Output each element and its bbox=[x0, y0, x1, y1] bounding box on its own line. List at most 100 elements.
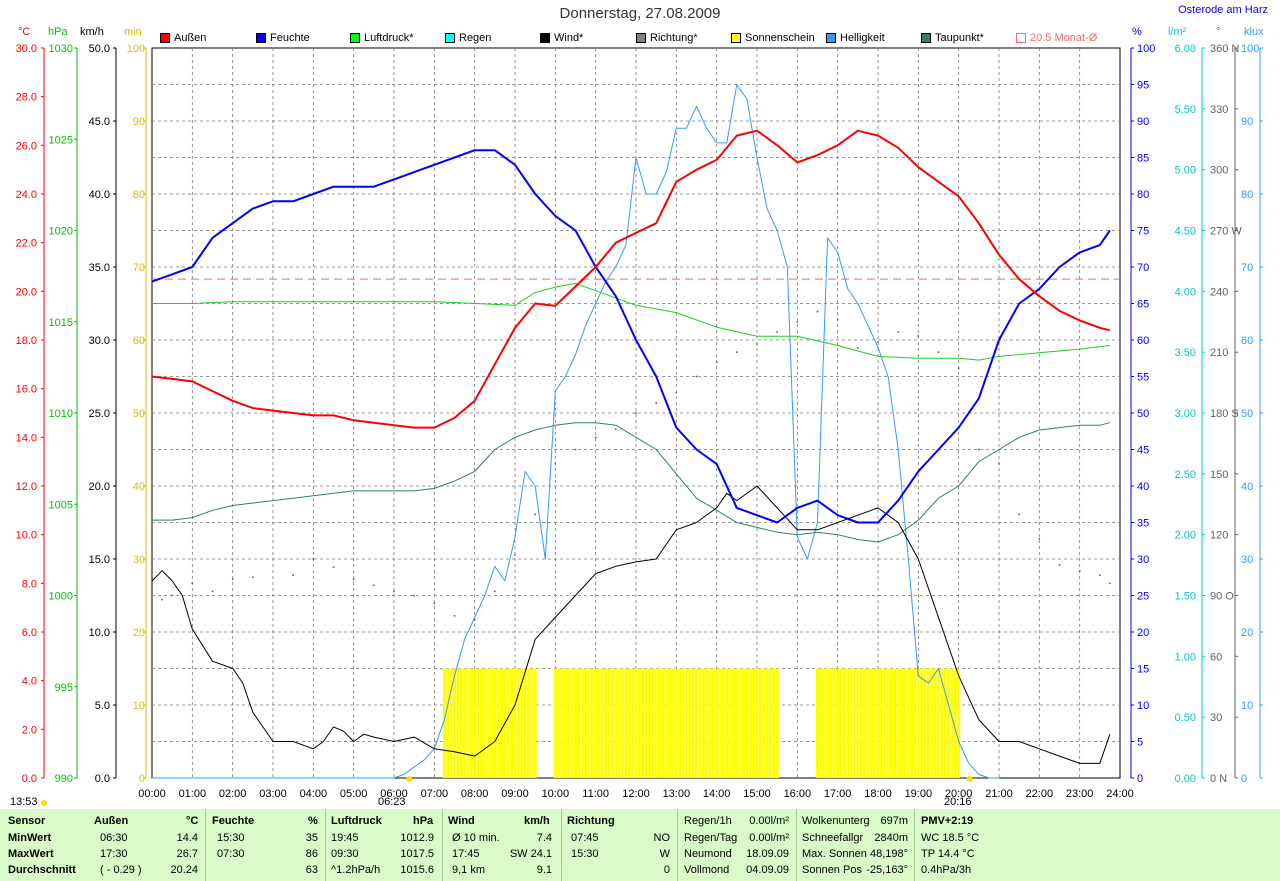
sunshine-bar bbox=[600, 668, 604, 778]
legend-item: Wind* bbox=[540, 31, 583, 45]
luftdruck-time: 19:45 bbox=[331, 832, 359, 844]
x-tick-label: 15:00 bbox=[743, 788, 771, 800]
direction-axis-tick-label: 90 O bbox=[1210, 591, 1234, 603]
rain-stat-label: Neumond bbox=[684, 848, 732, 860]
x-tick-label: 07:00 bbox=[421, 788, 449, 800]
sun-axis-tick-label: 10 bbox=[133, 700, 145, 712]
cloud-stat-value: -25,163° bbox=[866, 864, 908, 876]
direction-point bbox=[796, 320, 799, 323]
sunshine-bar bbox=[698, 668, 702, 778]
direction-point bbox=[393, 590, 395, 593]
feuchte-value: 86 bbox=[305, 848, 318, 860]
sunshine-bar bbox=[570, 668, 574, 778]
direction-axis-tick-label: 150 bbox=[1210, 469, 1228, 481]
direction-point bbox=[473, 619, 476, 621]
sunshine-bar bbox=[755, 668, 759, 778]
direction-axis-tick-label: 240 bbox=[1210, 286, 1228, 298]
sunshine-bar bbox=[610, 668, 614, 778]
sunshine-bar bbox=[943, 668, 947, 778]
sunshine-bar bbox=[658, 668, 662, 778]
legend-item: Sonnenschein bbox=[731, 31, 815, 45]
rain-axis-tick-label: 4.00 bbox=[1175, 286, 1196, 298]
luftdruck-value: 1017.5 bbox=[400, 848, 434, 860]
sunshine-bar bbox=[745, 668, 749, 778]
sunshine-bar bbox=[863, 668, 867, 778]
humidity-axis-tick-label: 5 bbox=[1137, 737, 1143, 749]
sunshine-bar bbox=[926, 668, 930, 778]
sunshine-bar bbox=[866, 668, 870, 778]
sunshine-bar bbox=[876, 668, 880, 778]
direction-point bbox=[312, 558, 315, 560]
sunshine-bar bbox=[923, 668, 927, 778]
temp-axis-tick-label: 4.0 bbox=[22, 676, 37, 688]
x-tick-label: 21:00 bbox=[985, 788, 1013, 800]
direction-point bbox=[433, 602, 436, 605]
humidity-axis-tick-label: 30 bbox=[1137, 554, 1149, 566]
temp-axis-tick-label: 12.0 bbox=[16, 481, 37, 493]
sunshine-bar bbox=[819, 668, 823, 778]
aussen-time: ( - 0.29 ) bbox=[100, 864, 142, 876]
humidity-axis-tick-label: 90 bbox=[1137, 116, 1149, 128]
direction-point bbox=[574, 448, 577, 451]
aussen-unit: °C bbox=[186, 815, 199, 827]
legend-item: Richtung* bbox=[636, 31, 698, 45]
legend-label: Richtung* bbox=[650, 32, 698, 44]
aussen-value: 14.4 bbox=[176, 832, 198, 844]
cloud-stat-value: 48,198° bbox=[869, 848, 908, 860]
x-tick-label: 17:00 bbox=[824, 788, 852, 800]
rain-axis-tick-label: 2.50 bbox=[1175, 469, 1196, 481]
temp-axis-tick-label: 20.0 bbox=[16, 286, 37, 298]
sunshine-bar bbox=[624, 668, 628, 778]
sunshine-bar bbox=[584, 668, 588, 778]
wind-axis-tick-label: 45.0 bbox=[89, 116, 110, 128]
pmv-line: WC 18.5 °C bbox=[921, 832, 980, 844]
direction-axis-tick-label: 210 bbox=[1210, 347, 1228, 359]
wind-value: 9.1 bbox=[536, 864, 552, 876]
sunshine-bar bbox=[678, 668, 682, 778]
legend-label: Helligkeit bbox=[840, 32, 885, 44]
sunshine-bar bbox=[671, 668, 675, 778]
humidity-axis-unit: % bbox=[1132, 26, 1142, 38]
legend-label: Taupunkt* bbox=[935, 32, 984, 44]
sunshine-bar bbox=[708, 668, 712, 778]
sunshine-bar bbox=[590, 668, 594, 778]
sunshine-bar bbox=[725, 668, 729, 778]
sunshine-bar bbox=[651, 668, 655, 778]
richtung-value: NO bbox=[653, 832, 671, 844]
rain-axis-tick-label: 6.00 bbox=[1175, 43, 1196, 55]
direction-point bbox=[514, 554, 516, 556]
x-tick-label: 13:00 bbox=[663, 788, 691, 800]
sunshine-bar bbox=[758, 668, 762, 778]
rain-axis-tick-label: 4.50 bbox=[1175, 226, 1196, 238]
sunrise-label: 06:23 bbox=[378, 796, 406, 808]
legend-label: 20.5 Monat-Ø bbox=[1030, 32, 1098, 44]
sunshine-bar bbox=[442, 668, 446, 778]
sunshine-bar bbox=[910, 668, 914, 778]
cloud-stat-value: 2840m bbox=[874, 832, 908, 844]
sun-axis-tick-label: 90 bbox=[133, 116, 145, 128]
feuchte-time: 15:30 bbox=[217, 832, 245, 844]
temp-axis-tick-label: 2.0 bbox=[22, 724, 37, 736]
pressure-axis-tick-label: 1025 bbox=[49, 134, 73, 146]
wind-axis-tick-label: 50.0 bbox=[89, 43, 110, 55]
sunshine-bar bbox=[681, 668, 685, 778]
sunshine-bar bbox=[705, 668, 709, 778]
sunshine-bar bbox=[836, 668, 840, 778]
sunshine-bar bbox=[916, 668, 920, 778]
humidity-axis-tick-label: 20 bbox=[1137, 627, 1149, 639]
rain-stat-value: 0.00l/m² bbox=[749, 832, 789, 844]
direction-axis-tick-label: 360 N bbox=[1210, 43, 1239, 55]
direction-axis-tick-label: 180 S bbox=[1210, 408, 1239, 420]
sunshine-bar bbox=[631, 668, 635, 778]
sunshine-bar bbox=[473, 668, 477, 778]
sunshine-bar bbox=[873, 668, 877, 778]
sunshine-bar bbox=[580, 668, 584, 778]
humidity-axis-tick-label: 80 bbox=[1137, 189, 1149, 201]
direction-point bbox=[252, 576, 254, 579]
sunshine-bar bbox=[607, 668, 611, 778]
weather-chart: 0.0 2.0 4.0 6.0 8.0 10.0 12.0 14.0 16.0 18.0 20.0 2… bbox=[16, 43, 1263, 806]
x-tick-label: 24:00 bbox=[1106, 788, 1134, 800]
richtung-value: 0 bbox=[663, 864, 670, 876]
direction-point bbox=[998, 462, 1000, 465]
rain-axis-tick-label: 3.50 bbox=[1175, 347, 1196, 359]
